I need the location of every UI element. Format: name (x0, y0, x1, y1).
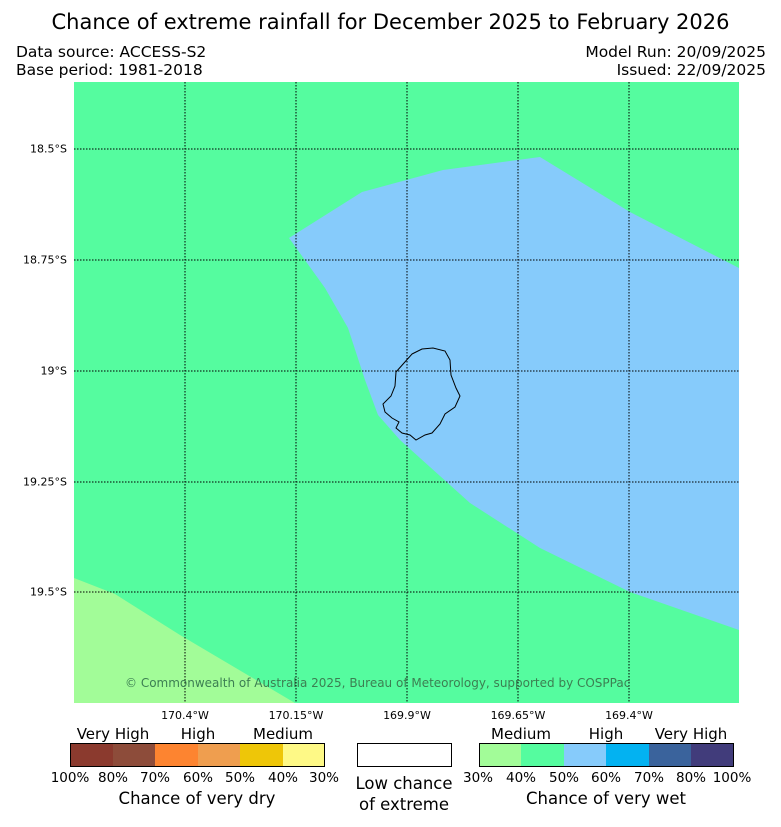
region-high-50-60 (289, 157, 739, 630)
lat-label: 18.75°S (23, 253, 67, 267)
model-run-label: Model Run: 20/09/2025 (585, 43, 766, 61)
wet-tick: 40% (505, 770, 537, 786)
wet-swatch (521, 743, 564, 767)
dry-tier-medium: Medium (253, 725, 313, 743)
base-period-label: Base period: 1981-2018 (16, 61, 203, 79)
wet-tick: 30% (462, 770, 494, 786)
wet-caption: Chance of very wet (526, 789, 686, 808)
wet-tier-very-high: Very High (654, 725, 728, 743)
dry-swatch (198, 743, 240, 767)
wet-swatch (606, 743, 649, 767)
dry-tick: 80% (97, 770, 129, 786)
run-info: Model Run: 20/09/2025 Issued: 22/09/2025 (585, 43, 766, 79)
neutral-caption-line2: of extreme (358, 795, 450, 814)
lon-label: 169.9°W (383, 709, 431, 722)
dry-tier-very-high: Very High (76, 725, 150, 743)
dry-swatch (283, 743, 325, 767)
data-source-label: Data source: ACCESS-S2 (16, 43, 207, 61)
dry-tick: 30% (308, 770, 340, 786)
dry-tier-high: High (180, 725, 216, 743)
map-title: Chance of extreme rainfall for December … (51, 10, 730, 34)
dry-caption: Chance of very dry (118, 789, 276, 808)
wet-tick: 50% (548, 770, 580, 786)
copyright-notice: © Commonwealth of Australia 2025, Bureau… (125, 676, 631, 690)
neutral-swatch (357, 743, 452, 767)
dry-tick: 50% (224, 770, 256, 786)
dry-tick: 100% (50, 770, 90, 786)
lon-label: 169.4°W (605, 709, 653, 722)
dry-tick: 70% (139, 770, 171, 786)
dry-swatch (240, 743, 283, 767)
lat-label: 19.25°S (23, 475, 67, 489)
wet-swatch (564, 743, 606, 767)
wet-tier-high: High (588, 725, 624, 743)
island-coastline (382, 347, 461, 441)
lat-label: 19.5°S (30, 585, 67, 599)
wet-swatch (649, 743, 691, 767)
dry-swatch (70, 743, 113, 767)
dry-tick: 40% (267, 770, 299, 786)
gridlines (74, 82, 739, 703)
wet-tick: 60% (590, 770, 622, 786)
wet-tick: 100% (712, 770, 752, 786)
wet-swatch (691, 743, 734, 767)
dry-swatch (155, 743, 198, 767)
lon-label: 169.65°W (490, 709, 546, 722)
lon-label: 170.15°W (268, 709, 324, 722)
lon-label: 170.4°W (161, 709, 209, 722)
issued-label: Issued: 22/09/2025 (616, 61, 766, 79)
wet-tick: 70% (633, 770, 665, 786)
wet-swatch (479, 743, 521, 767)
source-info: Data source: ACCESS-S2 Base period: 1981… (16, 43, 206, 79)
lat-label: 18.5°S (30, 142, 67, 156)
wet-tier-medium: Medium (491, 725, 551, 743)
dry-tick: 60% (182, 770, 214, 786)
wet-tick: 80% (675, 770, 707, 786)
neutral-caption-line1: Low chance (355, 774, 453, 793)
lat-label: 19°S (40, 364, 67, 378)
dry-swatch (113, 743, 155, 767)
